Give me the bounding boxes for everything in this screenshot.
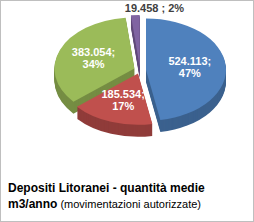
pie-slice [146,18,226,120]
data-label: 185.534;17% [101,88,144,112]
chart-container: 524.113;47% 185.534;17% 383.054;34% 19.458 … [0,0,254,222]
chart-title: Depositi Litoranei - quantità mediem3/an… [8,181,205,211]
data-label: 383.054;34% [72,46,115,70]
pie-slice [131,15,140,66]
data-label: 524.113;47% [168,55,211,79]
pie-slice-side [146,19,226,121]
chart-frame [1,1,254,222]
pie-marks [54,15,226,137]
data-label: 19.458 ; 2% [125,2,185,14]
data-labels: 524.113;47% 185.534;17% 383.054;34% 19.458 … [72,2,211,112]
chart-svg: 524.113;47% 185.534;17% 383.054;34% 19.458 … [0,0,254,222]
